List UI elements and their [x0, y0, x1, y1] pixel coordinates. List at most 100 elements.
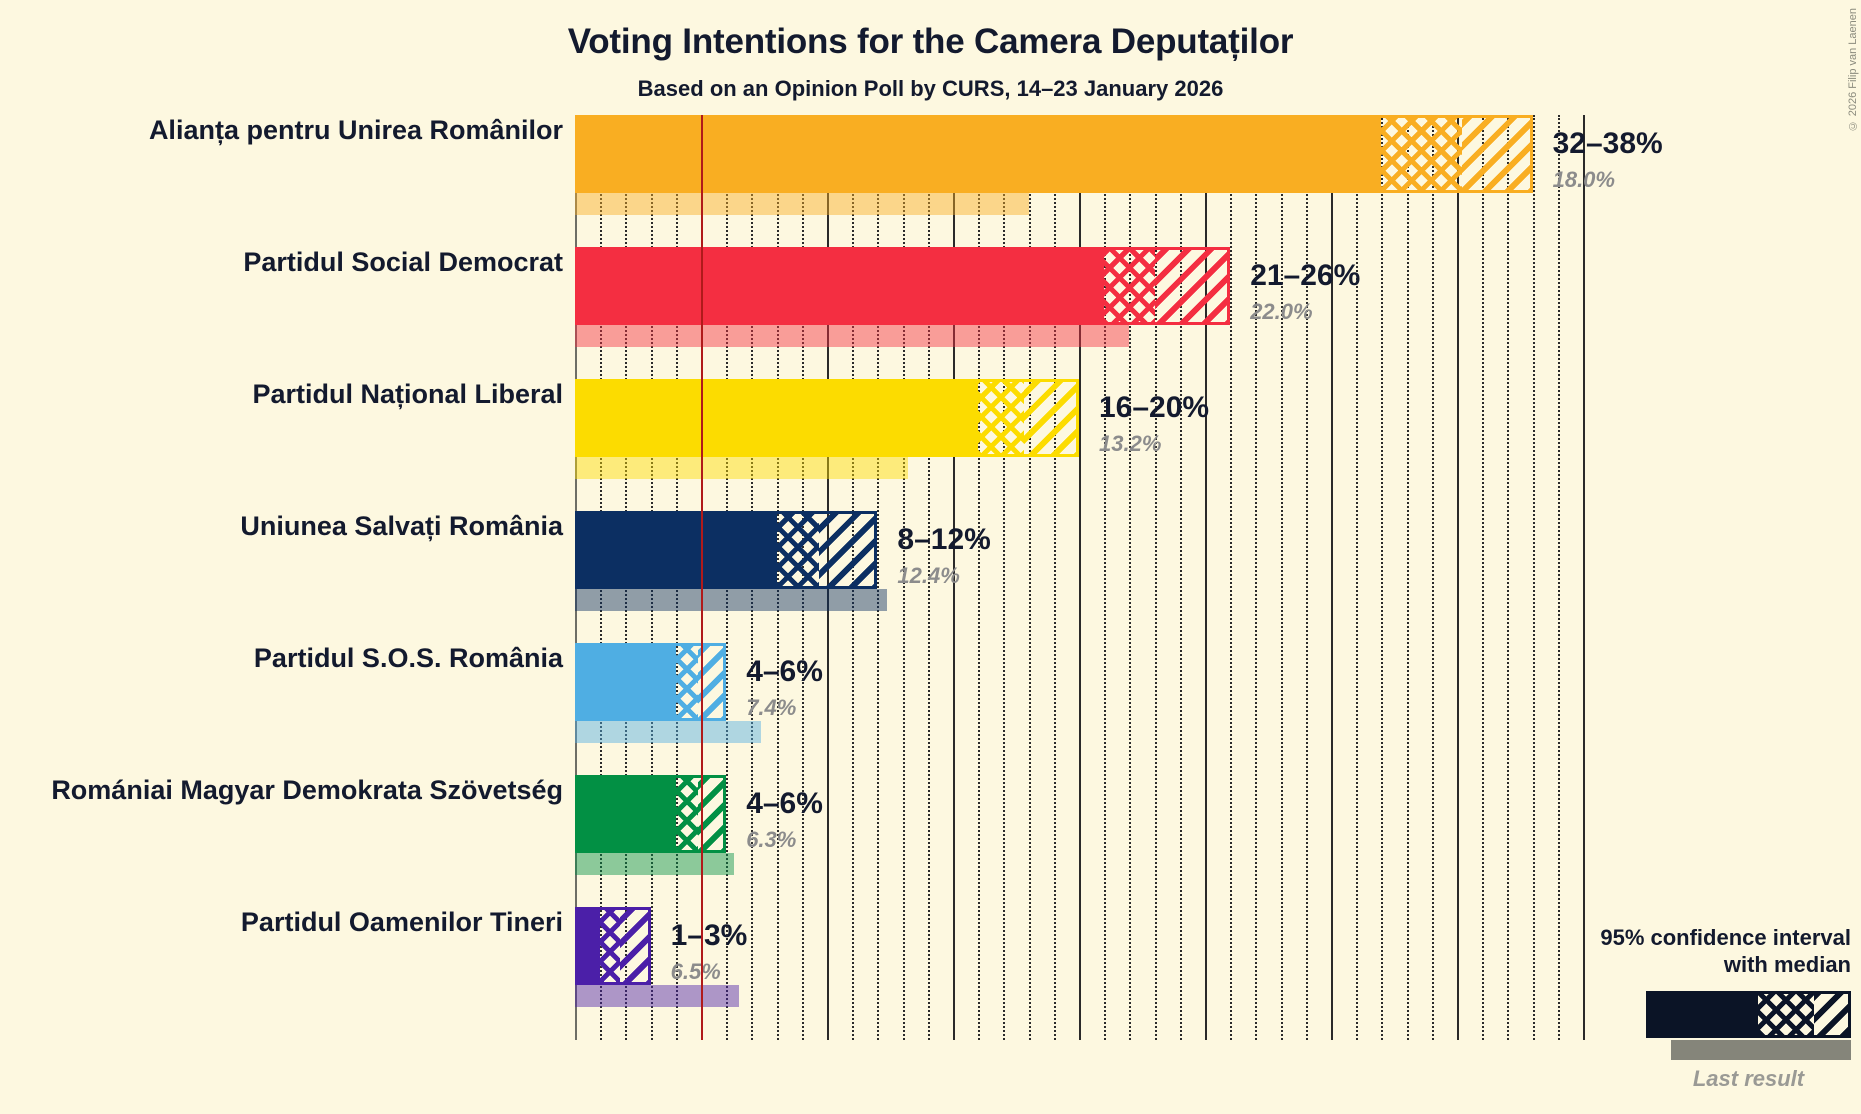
- gridline-minor: [1129, 115, 1132, 1040]
- bar-row: Partidul Național Liberal 16–20% 13.2%: [252, 379, 1583, 511]
- legend-caption: 95% confidence interval with median: [1331, 925, 1851, 979]
- ci-solid-segment: [575, 511, 777, 589]
- ci-range-label: 4–6%: [746, 655, 823, 688]
- ci-diagonal-segment: [819, 511, 878, 589]
- page-title: Voting Intentions for the Camera Deputaț…: [567, 22, 1294, 61]
- legend-diagonal-segment: [1814, 993, 1848, 1035]
- ci-range-label: 21–26%: [1250, 259, 1361, 292]
- ci-range-label: 8–12%: [897, 523, 991, 556]
- gridline-minor: [1431, 115, 1434, 1040]
- ci-crosshatch-segment: [675, 775, 699, 853]
- ci-diagonal-segment: [698, 643, 727, 721]
- bar-row: Partidul Oamenilor Tineri 1–3% 6.5%: [241, 907, 1583, 1039]
- confidence-interval-bar: [575, 511, 878, 589]
- confidence-interval-bar: [575, 643, 727, 721]
- gridline-major: [1583, 115, 1585, 1040]
- bar-row: Alianța pentru Unirea Românilor 32–38% 18.…: [149, 115, 1663, 247]
- last-result-bar: [575, 721, 762, 743]
- ci-range-label: 32–38%: [1552, 127, 1663, 160]
- bar-row: Romániai Magyar Demokrata Szövetség 4–6% 6…: [51, 775, 1583, 907]
- ci-solid-segment: [575, 907, 601, 985]
- ci-range-label: 1–3%: [670, 919, 748, 952]
- chart-legend: 95% confidence interval with median Last…: [1331, 925, 1851, 1092]
- last-result-label: 7.4%: [746, 695, 797, 720]
- gridline-minor: [1230, 115, 1233, 1040]
- last-result-bar: [575, 193, 1029, 215]
- confidence-interval-bar: [575, 907, 651, 985]
- gridline-major: [1079, 115, 1081, 1040]
- ci-range-label: 16–20%: [1099, 391, 1210, 424]
- party-label: Romániai Magyar Demokrata Szövetség: [51, 775, 563, 805]
- confidence-interval-bar: [575, 775, 727, 853]
- last-result-label: 22.0%: [1250, 299, 1313, 324]
- legend-caption-line2: with median: [1723, 951, 1851, 977]
- ci-bar-outline: [575, 115, 1533, 193]
- gridline-major: [1457, 115, 1459, 1040]
- last-result-bar: [575, 853, 734, 875]
- electoral-threshold-line: [701, 115, 703, 1040]
- confidence-interval-bar: [575, 379, 1079, 457]
- gridline-minor: [1356, 115, 1359, 1040]
- ci-solid-segment: [575, 247, 1105, 325]
- gridline-minor: [1280, 115, 1283, 1040]
- gridline-minor: [1532, 115, 1535, 1040]
- gridline-major: [1205, 115, 1207, 1040]
- ci-bar-outline: [575, 643, 727, 721]
- ci-crosshatch-segment: [1104, 247, 1155, 325]
- ci-crosshatch-segment: [675, 643, 699, 721]
- legend-crosshatch-segment: [1758, 993, 1815, 1035]
- party-label: Partidul Oamenilor Tineri: [240, 907, 563, 937]
- last-result-bar: [575, 589, 888, 611]
- party-label: Uniunea Salvați România: [240, 511, 563, 541]
- ci-bar-outline: [575, 247, 1231, 325]
- copyright-notice: © 2026 Filip van Laenen: [1847, 8, 1859, 132]
- gridline-minor: [1255, 115, 1258, 1040]
- ci-diagonal-segment: [698, 775, 727, 853]
- party-label: Partidul Social Democrat: [243, 247, 563, 277]
- last-result-label: 12.4%: [897, 563, 960, 588]
- last-result-bar: [575, 325, 1130, 347]
- ci-bar-outline: [575, 775, 727, 853]
- gridline-minor: [1053, 115, 1056, 1040]
- gridline-minor: [1507, 115, 1510, 1040]
- ci-solid-segment: [575, 775, 676, 853]
- last-result-label: 6.3%: [746, 827, 797, 852]
- last-result-label: 6.5%: [670, 959, 721, 984]
- legend-caption-line1: 95% confidence interval: [1600, 925, 1851, 950]
- last-result-label: 18.0%: [1552, 167, 1615, 192]
- gridline-minor: [902, 115, 905, 1040]
- last-result-label: 13.2%: [1099, 431, 1162, 456]
- chart-subtitle: Based on an Opinion Poll by CURS, 14–23 …: [637, 76, 1224, 101]
- gridline-minor: [1003, 115, 1006, 1040]
- gridline-minor: [1104, 115, 1107, 1040]
- ci-crosshatch-segment: [978, 379, 1024, 457]
- legend-last-result-swatch: [1671, 1039, 1851, 1060]
- gridline-minor: [1028, 115, 1031, 1040]
- gridline-major: [953, 115, 955, 1040]
- party-label: Partidul S.O.S. România: [253, 643, 563, 673]
- last-result-bar: [575, 985, 739, 1007]
- ci-crosshatch-segment: [1381, 115, 1463, 193]
- party-label: Alianța pentru Unirea Românilor: [148, 115, 563, 145]
- gridline-minor: [1482, 115, 1485, 1040]
- bar-row: Partidul S.O.S. România 4–6% 7.4%: [254, 643, 1583, 775]
- gridline-minor: [978, 115, 981, 1040]
- party-label: Partidul Național Liberal: [252, 379, 563, 409]
- legend-last-result-label: Last result: [1692, 1065, 1805, 1091]
- confidence-interval-bar: [575, 115, 1533, 193]
- ci-bar-outline: [575, 379, 1079, 457]
- chart-plot-area: Alianța pentru Unirea Românilor 32–38% 18.…: [51, 115, 1663, 1040]
- gridline-minor: [1406, 115, 1409, 1040]
- ci-diagonal-segment: [620, 907, 651, 985]
- ci-diagonal-segment: [1154, 247, 1231, 325]
- gridline-minor: [927, 115, 930, 1040]
- gridline-minor: [1179, 115, 1182, 1040]
- ci-bar-outline: [575, 907, 651, 985]
- gridline-major: [1331, 115, 1333, 1040]
- last-result-bar: [575, 457, 908, 479]
- ci-solid-segment: [575, 379, 979, 457]
- confidence-interval-bar: [575, 247, 1231, 325]
- ci-crosshatch-segment: [600, 907, 621, 985]
- gridline-minor: [877, 115, 880, 1040]
- gridline-minor: [1557, 115, 1560, 1040]
